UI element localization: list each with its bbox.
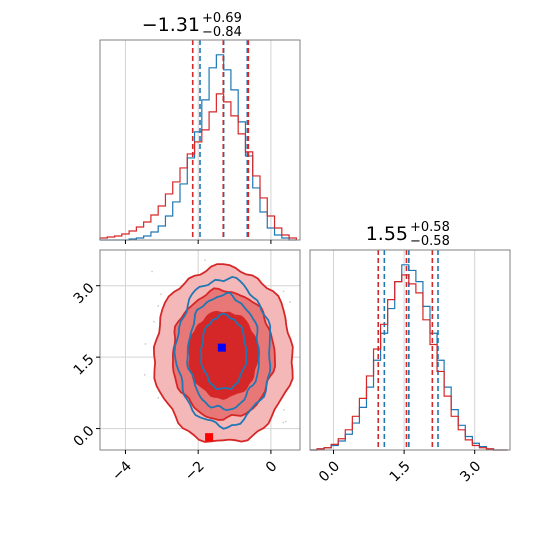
contour-blue-level-1	[186, 291, 261, 412]
tick-label-1: 1.5	[387, 458, 414, 485]
title-x-lower: −0.84	[202, 25, 242, 40]
joint-ytick-label-2: 3.0	[71, 280, 98, 307]
contour-blue-level-2	[173, 275, 272, 430]
title-x-upper: +0.69	[202, 11, 242, 26]
scatter-point	[143, 373, 146, 376]
title-x-value: −1.31	[142, 14, 200, 36]
marker-0	[217, 343, 226, 352]
scatter-point	[144, 343, 147, 345]
contour-red-level-2	[188, 310, 260, 400]
histogram-series-1	[310, 274, 508, 451]
scatter-point	[282, 290, 285, 293]
scatter-point	[151, 270, 153, 273]
title-y-lower: −0.58	[410, 234, 450, 249]
title-y-value: 1.55	[366, 223, 408, 245]
histogram-y-panel: 0.0 1.5 3.0	[309, 249, 511, 485]
joint-ytick-label-0: 0.0	[71, 423, 98, 450]
scatter-point	[157, 305, 160, 307]
panel-frame	[309, 249, 511, 451]
scatter-point	[204, 259, 207, 262]
contour-blue-level-0	[200, 313, 248, 391]
scatter-point	[160, 293, 162, 296]
scatter-point	[284, 420, 287, 423]
panel-frame	[99, 39, 301, 241]
joint-xtick-label-2: 0	[263, 458, 281, 476]
title-y-upper: +0.58	[410, 220, 450, 235]
histogram-series-0	[100, 54, 297, 241]
scatter-point	[282, 421, 285, 424]
scatter-point	[282, 409, 285, 411]
histogram-series-0	[310, 264, 508, 451]
scatter-point	[157, 396, 160, 399]
tick-label-0: 0.0	[316, 458, 343, 485]
histogram-series-1	[99, 93, 297, 240]
scatter-point	[153, 320, 155, 323]
marker-1	[205, 433, 214, 442]
joint-frame	[99, 249, 301, 451]
tick-label-2: 3.0	[457, 458, 484, 485]
histogram-x-panel	[99, 39, 301, 244]
joint-contour-panel: −4 −2 0 0.0 1.5 3.0	[71, 249, 301, 484]
joint-xtick-label-1: −2	[182, 458, 208, 484]
joint-xtick-label-0: −4	[109, 458, 135, 484]
joint-ytick-label-1: 1.5	[71, 351, 98, 378]
scatter-point	[289, 301, 291, 304]
